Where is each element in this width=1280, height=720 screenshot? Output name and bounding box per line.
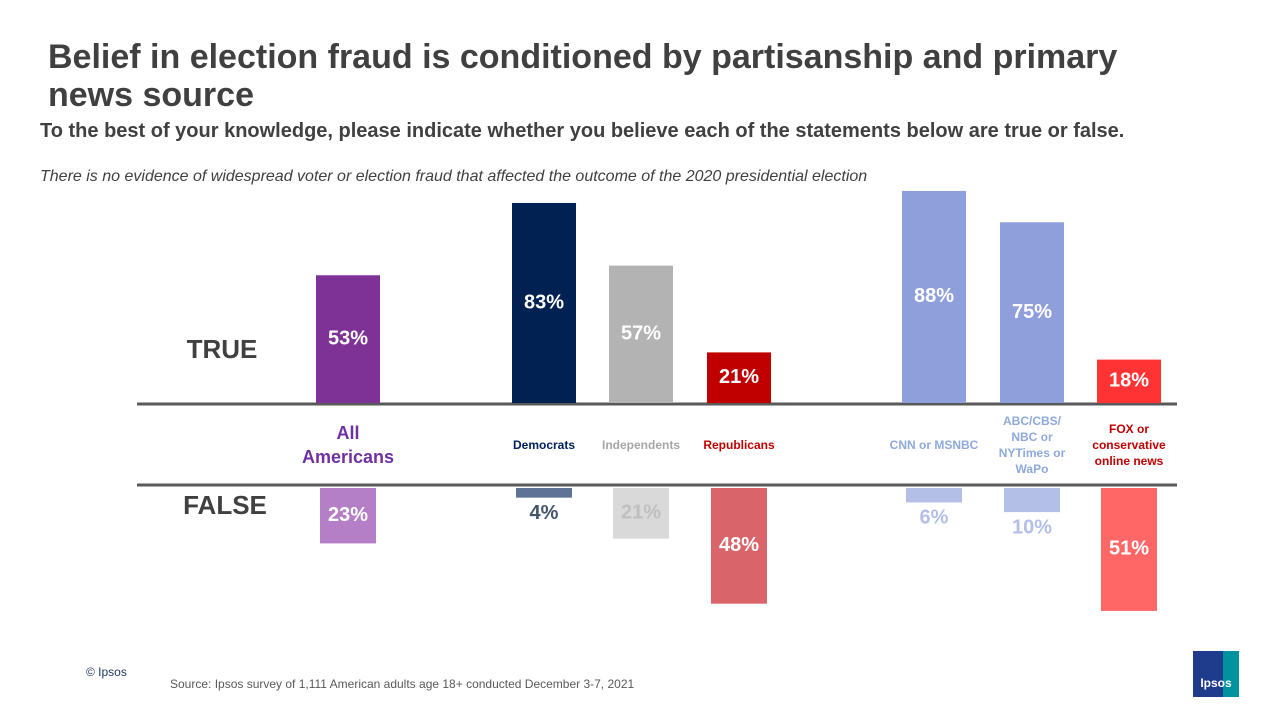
bar	[906, 488, 962, 503]
source: Source: Ipsos survey of 1,111 American a…	[170, 677, 634, 691]
subtitle: To the best of your knowledge, please in…	[40, 120, 1125, 142]
value-label: 75%	[1012, 301, 1052, 323]
bar	[1097, 359, 1161, 403]
value-label: 51%	[1109, 538, 1149, 560]
bar	[609, 265, 673, 403]
logo: Ipsos	[1200, 676, 1232, 690]
series-label: FALSE	[183, 490, 267, 520]
category-label: CNN or MSNBC	[889, 438, 979, 452]
bar	[1004, 488, 1060, 513]
bar	[707, 352, 771, 403]
bar	[1000, 222, 1064, 403]
series-label: TRUE	[187, 334, 258, 364]
value-label: 57%	[621, 323, 661, 345]
value-label: 4%	[530, 502, 559, 524]
value-label: 53%	[328, 327, 368, 349]
category-label: ABC/CBS/ NBC or NYTimes or WaPo	[998, 414, 1066, 476]
value-label: 18%	[1109, 370, 1149, 392]
bar	[902, 190, 966, 403]
category-label: FOX or conservative online news	[1092, 422, 1166, 468]
value-label: 88%	[914, 285, 954, 307]
category-label: Independents	[601, 438, 680, 452]
category-label: Democrats	[512, 438, 576, 452]
bar	[320, 488, 376, 544]
category-label: Republicans	[703, 438, 775, 452]
logo-box	[1193, 651, 1223, 697]
bar	[512, 202, 576, 403]
bar	[613, 488, 669, 539]
bar	[711, 488, 767, 604]
note: There is no evidence of widespread voter…	[40, 168, 868, 185]
bar	[316, 275, 380, 403]
bar	[516, 488, 572, 498]
value-label: 6%	[920, 507, 949, 529]
chart-title: Belief in election fraud is conditioned …	[48, 38, 1118, 114]
value-label: 23%	[328, 504, 368, 526]
value-label: 21%	[719, 366, 759, 388]
value-label: 21%	[621, 502, 661, 524]
category-label: All Americans	[301, 423, 395, 467]
bar	[1101, 488, 1157, 611]
value-label: 48%	[719, 534, 759, 556]
value-label: 10%	[1012, 516, 1052, 538]
value-label: 83%	[524, 291, 564, 313]
copyright: © Ipsos	[86, 665, 127, 679]
